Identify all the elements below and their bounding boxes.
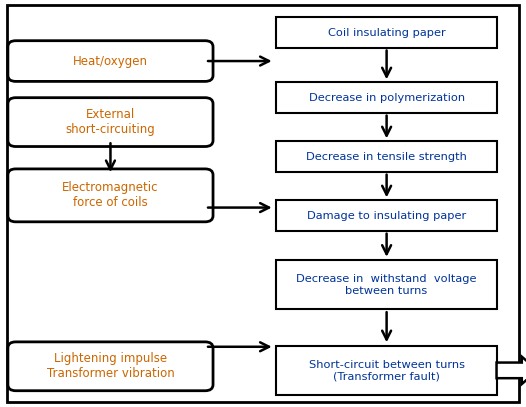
Text: External
short-circuiting: External short-circuiting xyxy=(66,108,155,136)
Text: Decrease in  withstand  voltage
between turns: Decrease in withstand voltage between tu… xyxy=(296,274,477,296)
FancyBboxPatch shape xyxy=(8,98,213,147)
Bar xyxy=(276,18,497,48)
Text: Lightening impulse
Transformer vibration: Lightening impulse Transformer vibration xyxy=(47,352,174,380)
FancyBboxPatch shape xyxy=(8,342,213,391)
Text: Electromagnetic
force of coils: Electromagnetic force of coils xyxy=(62,182,159,209)
FancyBboxPatch shape xyxy=(8,41,213,81)
Bar xyxy=(276,82,497,113)
Text: Decrease in polymerization: Decrease in polymerization xyxy=(309,93,464,103)
Text: Decrease in tensile strength: Decrease in tensile strength xyxy=(306,152,467,162)
Bar xyxy=(276,201,497,231)
Text: Heat/oxygen: Heat/oxygen xyxy=(73,55,148,68)
Bar xyxy=(276,260,497,309)
Polygon shape xyxy=(497,357,526,384)
FancyBboxPatch shape xyxy=(8,169,213,222)
Text: Short-circuit between turns
(Transformer fault): Short-circuit between turns (Transformer… xyxy=(309,359,464,381)
Bar xyxy=(276,142,497,172)
Text: Coil insulating paper: Coil insulating paper xyxy=(328,28,446,37)
Text: Damage to insulating paper: Damage to insulating paper xyxy=(307,211,466,221)
Bar xyxy=(276,346,497,395)
